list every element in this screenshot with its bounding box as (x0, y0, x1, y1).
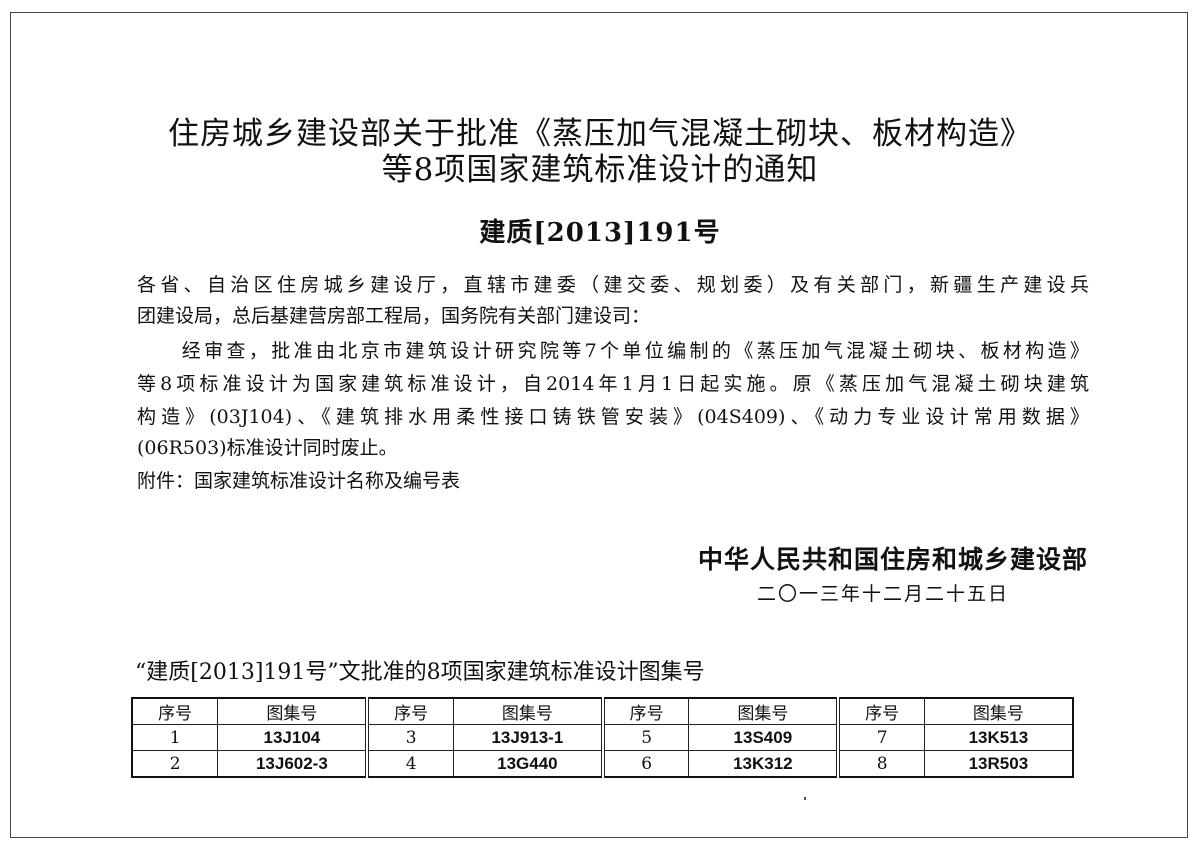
table-row: 1 13J104 3 13J913-1 5 13S409 7 13K513 (131, 724, 1074, 751)
code-cell: 13K513 (923, 724, 1074, 751)
table-row: 2 13J602-3 4 13G440 6 13K312 8 13R503 (131, 750, 1074, 778)
header-cell: 图集号 (452, 697, 604, 725)
header-cell: 图集号 (688, 697, 839, 725)
body-line: (06R503)标准设计同时废止。 (137, 437, 398, 459)
header-cell: 图集号 (923, 697, 1074, 725)
code-cell: 13J913-1 (452, 724, 604, 751)
code-cell: 13K312 (688, 750, 839, 778)
body-line: 团建设局，总后基建营房部工程局，国务院有关部门建设司： (137, 305, 651, 327)
body-line: 构造》(03J104)、《建筑排水用柔性接口铸铁管安装》(04S409)、《动力… (137, 406, 1089, 428)
body-line: 等8项标准设计为国家建筑标准设计，自2014年1月1日起实施。原《蒸压加气混凝土… (137, 373, 1089, 395)
table-header-row: 序号 图集号 序号 图集号 序号 图集号 序号 图集号 (131, 697, 1074, 725)
code-cell: 13J602-3 (217, 750, 368, 778)
seq-cell: 3 (365, 724, 454, 751)
header-cell: 序号 (836, 697, 925, 725)
seq-cell: 1 (131, 724, 219, 751)
code-cell: 13J104 (217, 724, 368, 751)
code-cell: 13R503 (923, 750, 1074, 778)
scan-speck (804, 797, 806, 800)
header-cell: 序号 (600, 697, 690, 725)
issuer-signature: 中华人民共和国住房和城乡建设部 (697, 545, 1088, 574)
seq-cell: 8 (836, 750, 925, 778)
body-line: 各省、自治区住房城乡建设厅，直辖市建委（建交委、规划委）及有关部门，新疆生产建设… (137, 274, 1089, 296)
seq-cell: 7 (836, 724, 925, 751)
standards-table: 序号 图集号 序号 图集号 序号 图集号 序号 图集号 1 13J104 3 1… (131, 697, 1074, 778)
document-title-line-1: 住房城乡建设部关于批准《蒸压加气混凝土砌块、板材构造》 (168, 116, 1032, 152)
body-line: 经审查，批准由北京市建筑设计研究院等7个单位编制的《蒸压加气混凝土砌块、板材构造… (137, 340, 1089, 362)
issue-date: 二〇一三年十二月二十五日 (757, 583, 1010, 605)
header-cell: 图集号 (217, 697, 368, 725)
seq-cell: 5 (600, 724, 690, 751)
seq-cell: 6 (600, 750, 690, 778)
code-cell: 13G440 (452, 750, 604, 778)
document-number: 建质[2013]191号 (479, 218, 721, 248)
header-cell: 序号 (365, 697, 454, 725)
seq-cell: 4 (365, 750, 454, 778)
code-cell: 13S409 (688, 724, 839, 751)
header-cell: 序号 (131, 697, 219, 725)
seq-cell: 2 (131, 750, 219, 778)
attachment-line: 附件：国家建筑标准设计名称及编号表 (137, 470, 461, 492)
page-border (10, 12, 1188, 838)
document-title-line-2: 等8项国家建筑标准设计的通知 (381, 152, 819, 188)
table-caption: “建质[2013]191号”文批准的8项国家建筑标准设计图集号 (135, 660, 705, 685)
